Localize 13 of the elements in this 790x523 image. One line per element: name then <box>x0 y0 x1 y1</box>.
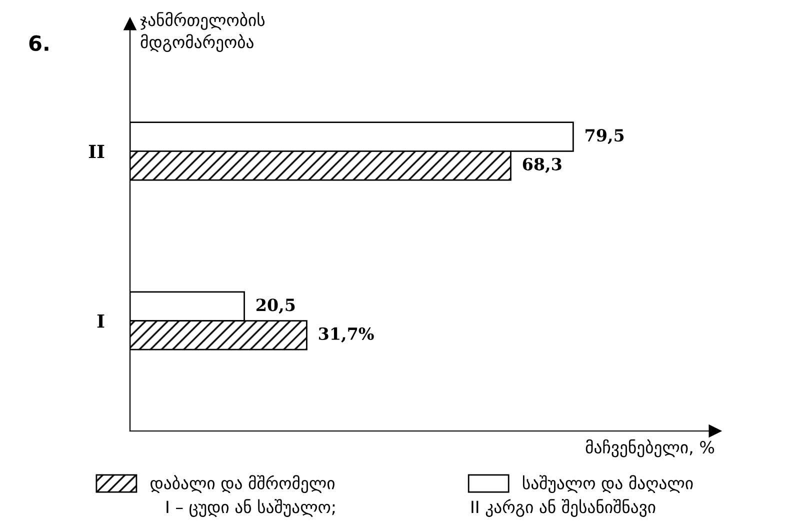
text: I – ცუდი ან საშუალო; <box>166 499 335 517</box>
data-label: 68,3 <box>522 158 562 173</box>
x-axis-title: მაჩვენებელი, % <box>586 439 714 458</box>
data-label: 20,5 <box>256 298 295 314</box>
data-label: 31,7% <box>318 327 374 343</box>
text: II კარგი ან შესანიშნავი <box>472 499 656 517</box>
y-tick-label: I <box>97 314 104 328</box>
y-axis-title: ჯანმრთელობის მდგომარეობა <box>140 12 265 52</box>
data-label: 79,5 <box>586 129 624 144</box>
y-tick-label: II <box>88 144 104 158</box>
chart-title: 6. <box>29 35 48 52</box>
legend-label: საშუალო და მაღალი <box>522 475 693 494</box>
legend-label: დაბალი და მშრომელი <box>150 475 334 494</box>
